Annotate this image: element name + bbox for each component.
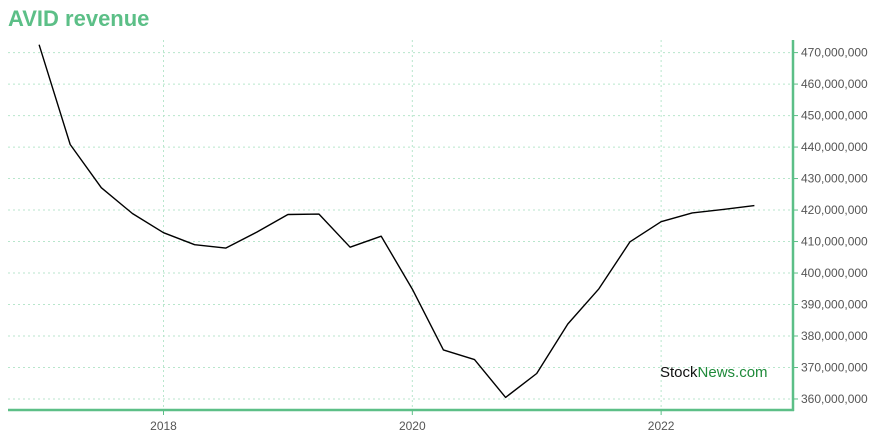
y-tick-label-7: 430,000,000 [801,172,868,186]
x-tick-label-0: 2018 [150,419,177,433]
y-tick-label-10: 460,000,000 [801,77,868,91]
chart-title: AVID revenue [8,6,150,31]
grid-layer [8,40,793,410]
y-tick-label-2: 380,000,000 [801,329,868,343]
x-tick-label-2: 2022 [648,419,675,433]
axis-layer [8,40,798,415]
watermark-stock: Stock [660,364,698,381]
y-tick-label-0: 360,000,000 [801,392,868,406]
tick-label-layer: 360,000,000 370,000,000 380,000,000 390,000… [150,46,868,433]
y-tick-label-1: 370,000,000 [801,360,868,374]
y-tick-label-3: 390,000,000 [801,298,868,312]
series-line-0 [38,44,755,399]
y-tick-label-6: 420,000,000 [801,203,868,217]
y-tick-label-5: 410,000,000 [801,235,868,249]
x-tick-label-1: 2020 [399,419,426,433]
y-tick-label-8: 440,000,000 [801,140,868,154]
watermark: StockNews.com [660,364,768,381]
y-tick-label-9: 450,000,000 [801,109,868,123]
watermark-news: News.com [697,364,768,381]
series-layer [38,44,755,399]
y-tick-label-11: 470,000,000 [801,46,868,60]
y-tick-label-4: 400,000,000 [801,266,868,280]
